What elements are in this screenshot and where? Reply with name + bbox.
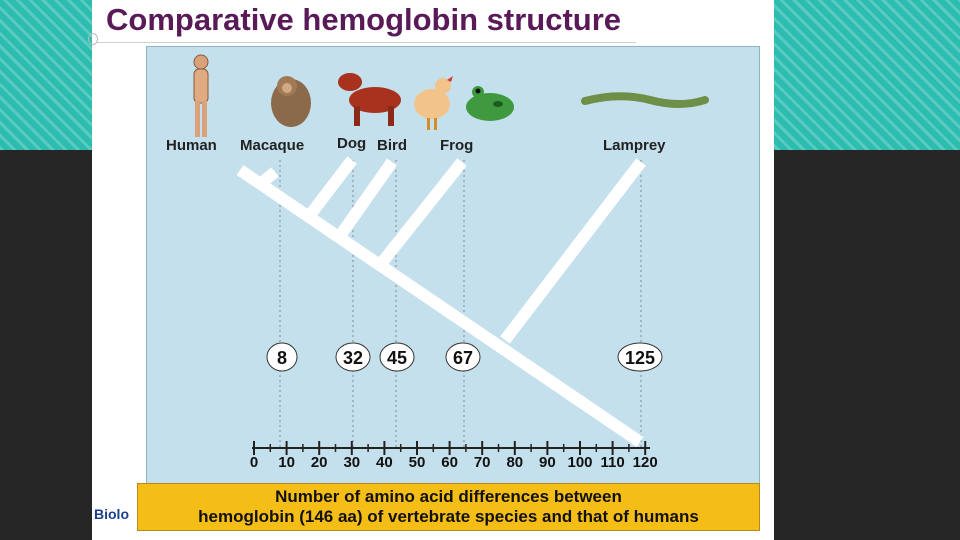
axis-tick-label: 100 <box>567 454 592 471</box>
caption-line-1: Number of amino acid differences between <box>275 487 622 506</box>
difference-oval-lamprey: 125 <box>617 342 663 372</box>
difference-oval-dog: 32 <box>335 342 371 372</box>
label-dog: Dog <box>337 135 366 152</box>
axis-tick-labels: 0 10 20 30 40 50 60 70 80 90 100 110 120 <box>250 454 658 471</box>
difference-value-bird: 45 <box>387 348 407 368</box>
difference-value-macaque: 8 <box>277 348 287 368</box>
axis-tick-label: 30 <box>343 454 360 471</box>
axis-tick-label: 120 <box>633 454 658 471</box>
axis-tick-label: 0 <box>250 454 258 471</box>
axis-tick-label: 60 <box>441 454 458 471</box>
difference-value-lamprey: 125 <box>625 348 655 368</box>
footer-source-text: Biolo <box>94 506 129 522</box>
phylogeny-panel <box>146 46 760 508</box>
label-bird: Bird <box>377 137 407 154</box>
bullet-marker <box>88 33 98 45</box>
lamprey-icon <box>581 92 709 108</box>
bird-icon <box>414 76 453 130</box>
difference-value-dog: 32 <box>343 348 363 368</box>
difference-oval-macaque: 8 <box>266 342 298 372</box>
label-macaque: Macaque <box>240 137 304 154</box>
tree-branches <box>236 156 646 447</box>
difference-value-frog: 67 <box>453 348 473 368</box>
dog-icon <box>338 73 401 126</box>
axis-tick-label: 50 <box>409 454 426 471</box>
label-human: Human <box>166 137 217 154</box>
guide-lines <box>279 160 642 450</box>
caption-box: Number of amino acid differences between… <box>137 483 760 531</box>
macaque-icon <box>271 76 311 127</box>
axis-tick-label: 10 <box>278 454 295 471</box>
label-frog: Frog <box>440 137 473 154</box>
frog-icon <box>466 86 514 121</box>
difference-oval-bird: 45 <box>379 342 415 372</box>
axis-tick-label: 80 <box>506 454 523 471</box>
axis-tick-label: 40 <box>376 454 393 471</box>
axis-tick-label: 110 <box>600 454 624 471</box>
axis-tick-label: 70 <box>474 454 491 471</box>
human-icon <box>193 54 209 137</box>
difference-oval-frog: 67 <box>445 342 481 372</box>
axis-ticks <box>253 441 647 455</box>
axis-tick-label: 20 <box>311 454 328 471</box>
caption-line-2: hemoglobin (146 aa) of vertebrate specie… <box>198 507 699 526</box>
label-lamprey: Lamprey <box>603 137 666 154</box>
slide-title: Comparative hemoglobin structure <box>106 2 622 37</box>
title-divider <box>96 42 636 43</box>
axis-tick-label: 90 <box>539 454 556 471</box>
